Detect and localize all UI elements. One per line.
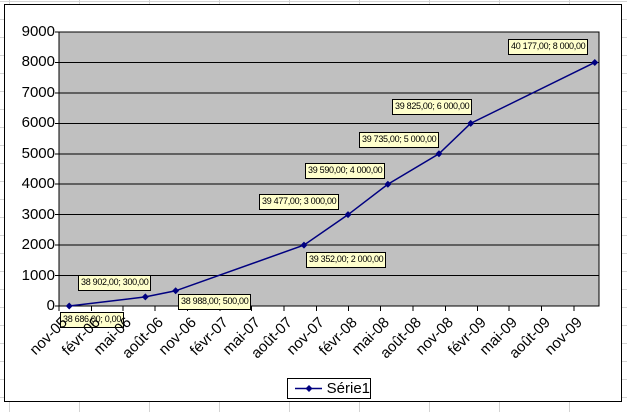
chart-object[interactable]: 0 1000 2000 3000 4000 5000 6000 7000 8000 9000 no… — [4, 4, 622, 402]
data-point-marker[interactable] — [172, 287, 180, 295]
data-point-marker[interactable] — [384, 180, 392, 188]
y-axis-label: 5000 — [21, 144, 55, 162]
y-axis-label: 2000 — [21, 236, 55, 254]
plot-border — [58, 31, 600, 307]
data-label[interactable]: 38 988,00; 500,00 — [178, 294, 252, 310]
data-point-marker[interactable] — [467, 119, 475, 127]
data-label[interactable]: 39 825,00; 6 000,00 — [392, 99, 473, 115]
y-axis-label: 9000 — [21, 23, 55, 40]
y-axis-label: 0 — [46, 297, 55, 314]
y-axis-label: 7000 — [21, 83, 55, 101]
y-axis-label: 1000 — [21, 266, 55, 284]
data-point-marker[interactable] — [591, 58, 599, 66]
y-axis-label: 6000 — [21, 114, 55, 132]
data-label[interactable]: 38 902,00; 300,00 — [78, 275, 152, 291]
data-label[interactable]: 40 177,00; 8 000,00 — [508, 39, 589, 55]
data-point-marker[interactable] — [300, 241, 308, 249]
y-axis-label: 4000 — [21, 175, 55, 193]
data-label[interactable]: 38 686,00; 0,00 — [60, 312, 125, 328]
data-label[interactable]: 39 590,00; 4 000,00 — [305, 163, 386, 179]
data-point-marker[interactable] — [435, 150, 443, 158]
data-label[interactable]: 39 735,00; 5 000,00 — [359, 132, 440, 148]
y-axis-label: 8000 — [21, 53, 55, 71]
data-label[interactable]: 39 352,00; 2 000,00 — [306, 252, 387, 268]
data-point-marker[interactable] — [65, 302, 73, 310]
legend-series-label: Série1 — [326, 380, 370, 397]
legend-diamond-marker-icon — [305, 385, 313, 392]
legend[interactable]: Série1 — [287, 378, 371, 399]
data-point-marker[interactable] — [141, 293, 149, 301]
y-axis-label: 3000 — [21, 205, 55, 223]
series-line-marker-icon — [295, 385, 322, 392]
data-label[interactable]: 39 477,00; 3 000,00 — [259, 194, 340, 210]
data-point-marker[interactable] — [344, 211, 352, 219]
